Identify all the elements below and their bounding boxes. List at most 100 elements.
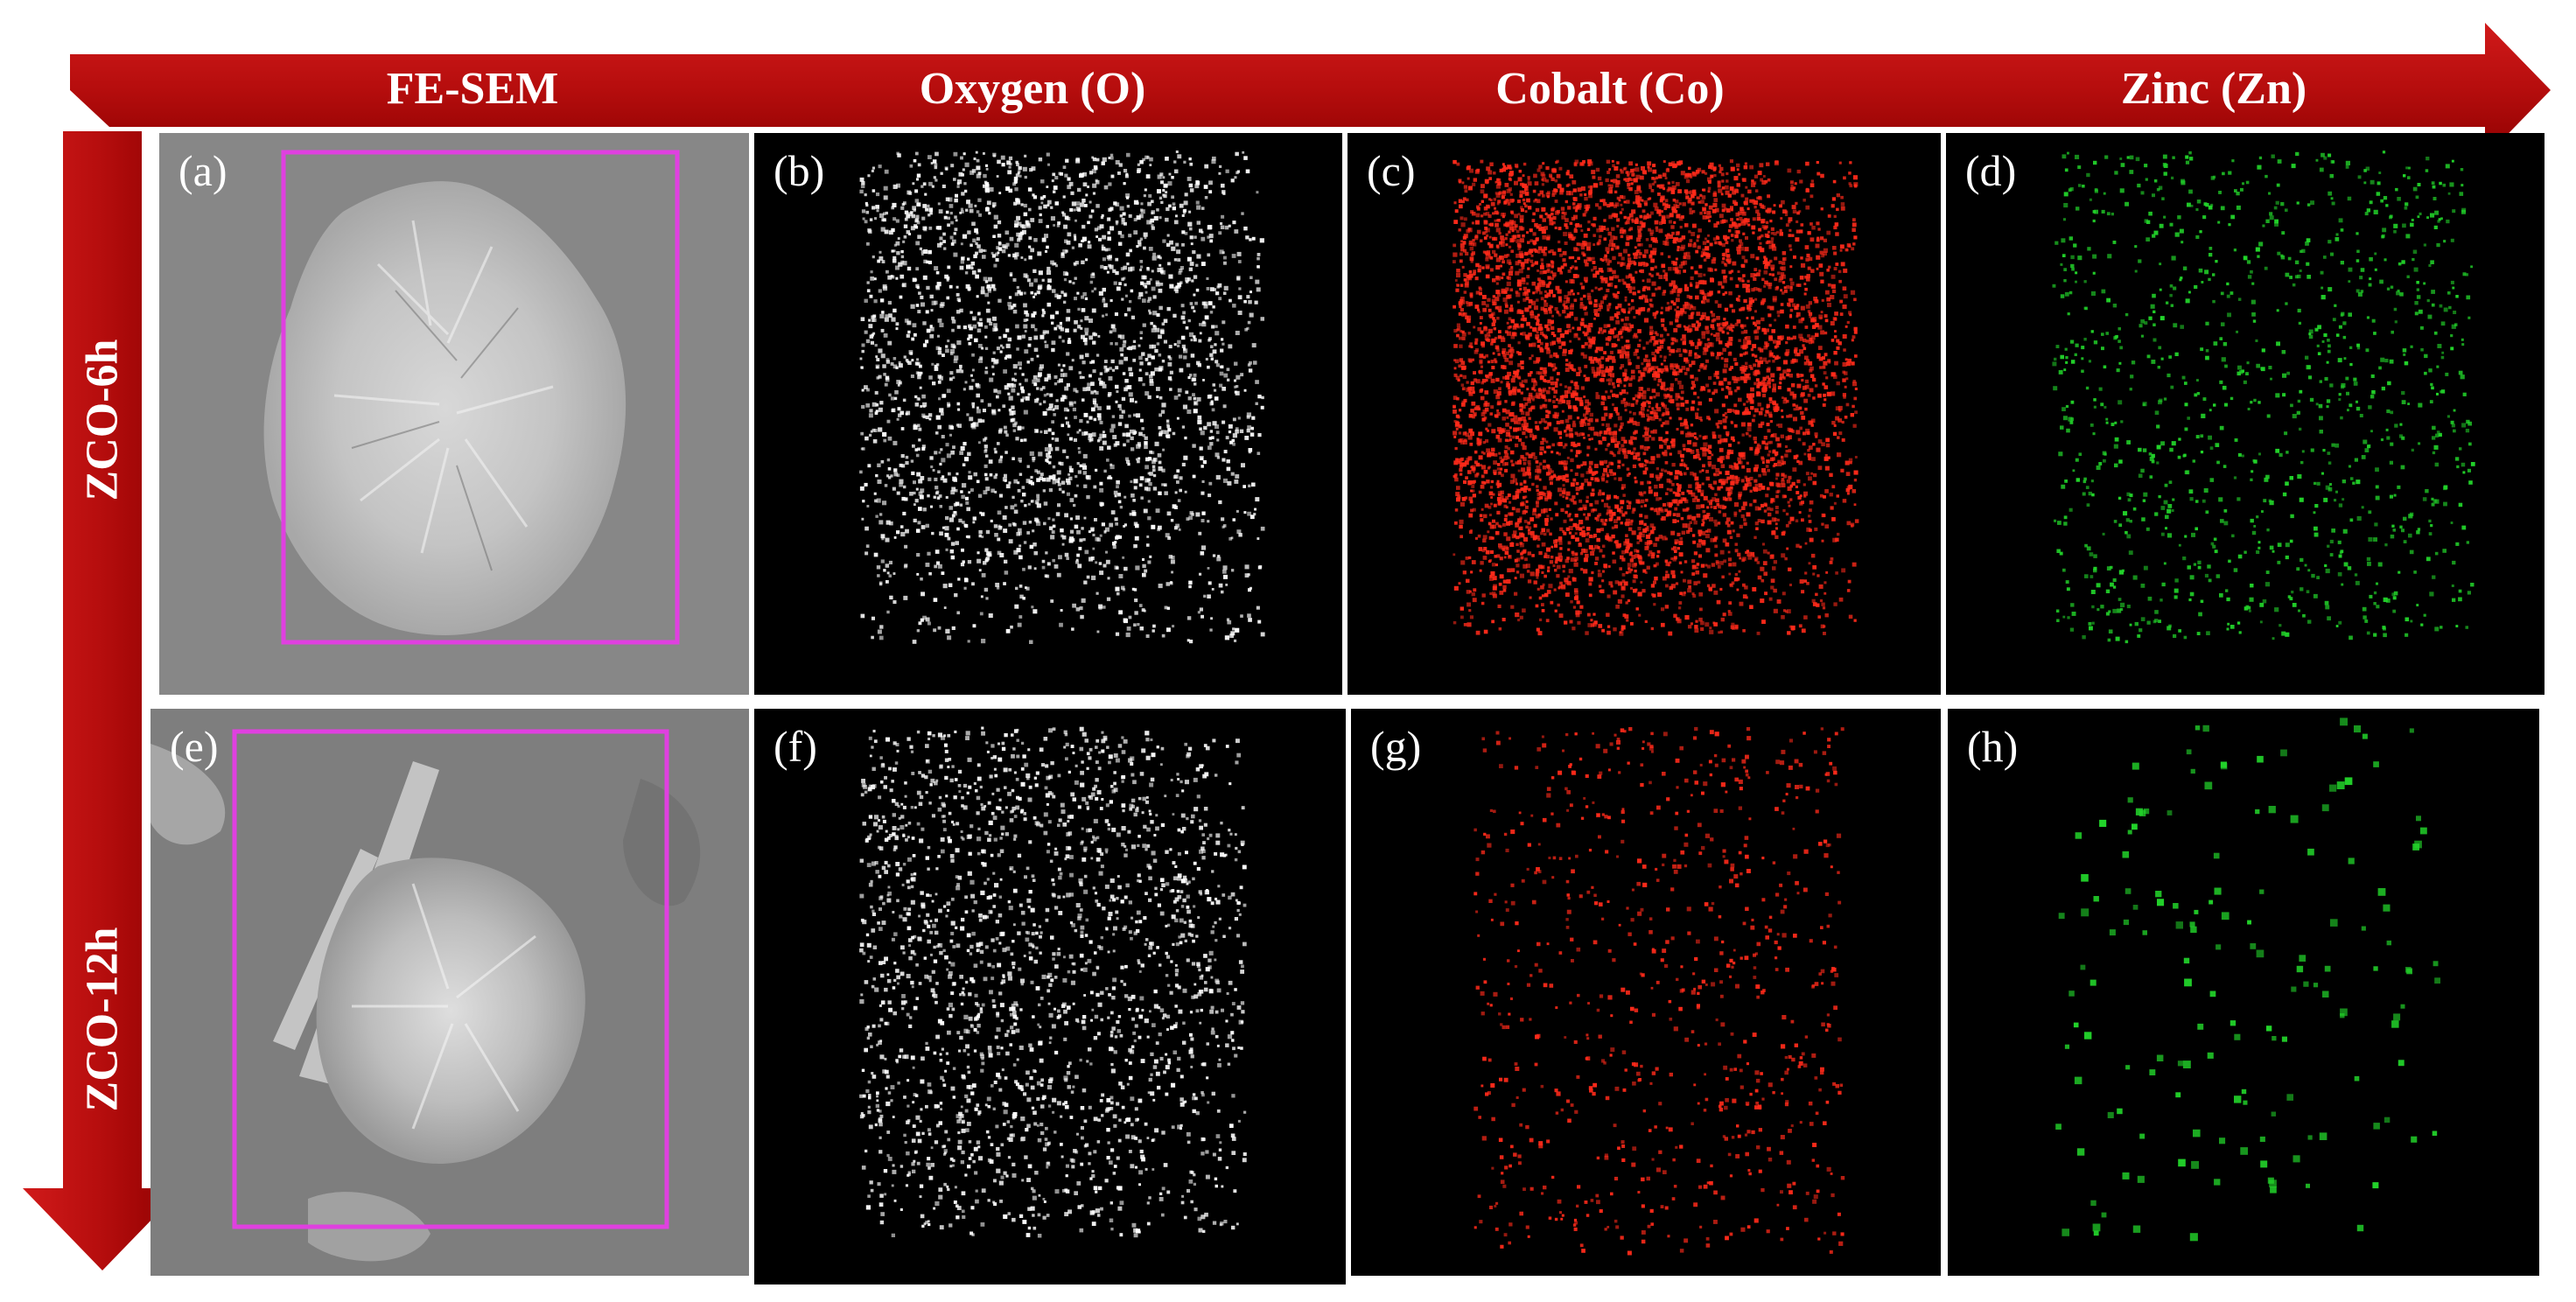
element-dot: [1501, 276, 1504, 280]
element-dot: [1496, 467, 1501, 471]
element-dot: [1101, 244, 1104, 248]
element-dot: [1755, 319, 1760, 325]
element-dot: [893, 243, 897, 247]
element-dot: [1685, 448, 1690, 452]
element-dot: [1173, 220, 1179, 225]
element-dot: [1086, 420, 1089, 424]
element-dot: [1162, 239, 1166, 243]
element-dot: [1728, 327, 1732, 332]
element-dot: [1495, 377, 1500, 382]
element-dot: [1177, 283, 1182, 287]
element-dot: [1029, 168, 1033, 172]
element-dot: [1690, 193, 1695, 199]
element-dot: [1696, 438, 1698, 440]
element-dot: [1671, 161, 1676, 165]
element-dot: [1527, 521, 1531, 525]
element-dot: [913, 518, 917, 522]
element-dot: [1459, 425, 1462, 428]
element-dot: [1234, 379, 1236, 382]
element-dot: [1094, 166, 1098, 171]
element-dot: [980, 399, 984, 402]
element-dot: [1548, 472, 1551, 475]
element-dot: [1128, 214, 1132, 218]
element-dot: [1526, 388, 1530, 391]
element-dot: [1094, 403, 1098, 408]
element-dot: [968, 288, 970, 291]
element-dot: [1074, 416, 1077, 419]
element-dot: [1222, 192, 1226, 195]
element-dot: [1036, 478, 1040, 482]
element-dot: [1129, 300, 1132, 304]
element-dot: [866, 289, 871, 293]
element-dot: [1558, 487, 1563, 493]
element-dot: [1768, 397, 1773, 401]
element-dot: [1032, 193, 1035, 197]
element-dot: [1581, 548, 1586, 553]
element-dot: [1231, 254, 1236, 258]
element-dot: [1088, 437, 1091, 441]
element-dot: [1066, 456, 1069, 459]
element-dot: [962, 152, 966, 156]
element-dot: [1485, 257, 1489, 262]
element-dot: [1830, 321, 1835, 326]
element-dot: [1048, 444, 1052, 448]
element-dot: [1786, 285, 1790, 290]
element-dot: [1794, 182, 1797, 186]
element-dot: [1766, 486, 1770, 491]
element-dot: [1136, 215, 1141, 220]
element-dot: [1100, 502, 1104, 507]
element-dot: [912, 444, 915, 448]
element-dot: [1786, 609, 1791, 614]
element-dot: [1680, 313, 1684, 317]
element-dot: [1216, 285, 1220, 289]
element-dot: [951, 316, 955, 320]
element-dot: [1194, 382, 1197, 386]
element-dot: [1662, 502, 1666, 507]
element-dot: [1179, 368, 1184, 373]
element-dot: [919, 247, 922, 250]
element-dot: [1124, 174, 1129, 178]
element-dot: [1052, 465, 1056, 469]
element-dot: [1199, 456, 1204, 461]
element-dot: [1676, 547, 1680, 550]
element-dot: [1157, 189, 1161, 194]
element-dot: [1503, 309, 1508, 314]
element-dot: [1023, 203, 1027, 208]
element-dot: [949, 433, 952, 437]
element-dot: [1715, 468, 1720, 472]
element-dot: [1014, 187, 1018, 192]
element-dot: [1465, 279, 1469, 284]
element-dot: [1243, 226, 1248, 231]
element-dot: [914, 224, 918, 228]
element-dot: [975, 242, 978, 246]
element-dot: [1026, 465, 1030, 468]
element-dot: [1166, 306, 1171, 312]
element-dot: [1788, 220, 1791, 224]
element-dot: [881, 537, 885, 541]
element-dot: [1503, 504, 1508, 508]
element-dot: [1840, 468, 1844, 472]
element-dot: [1158, 466, 1163, 472]
element-dot: [1517, 213, 1521, 216]
element-dot: [1510, 334, 1516, 340]
element-dot: [1768, 350, 1772, 354]
element-dot: [1669, 349, 1672, 353]
element-dot: [1697, 499, 1700, 502]
element-dot: [989, 377, 994, 382]
element-dot: [1256, 253, 1261, 256]
element-dot: [1013, 256, 1018, 260]
element-dot: [1704, 203, 1708, 206]
element-dot: [978, 358, 984, 363]
element-dot: [1172, 431, 1176, 436]
element-dot: [1530, 535, 1534, 538]
column-label-zinc: Zinc (Zn): [2120, 64, 2307, 114]
element-dot: [1729, 536, 1733, 539]
element-dot: [1032, 542, 1037, 547]
element-dot: [1234, 385, 1237, 388]
element-dot: [1143, 232, 1148, 237]
element-dot: [1564, 218, 1569, 222]
element-dot: [920, 185, 924, 188]
element-dot: [1130, 315, 1135, 319]
element-dot: [1720, 172, 1725, 177]
element-dot: [1121, 277, 1124, 281]
